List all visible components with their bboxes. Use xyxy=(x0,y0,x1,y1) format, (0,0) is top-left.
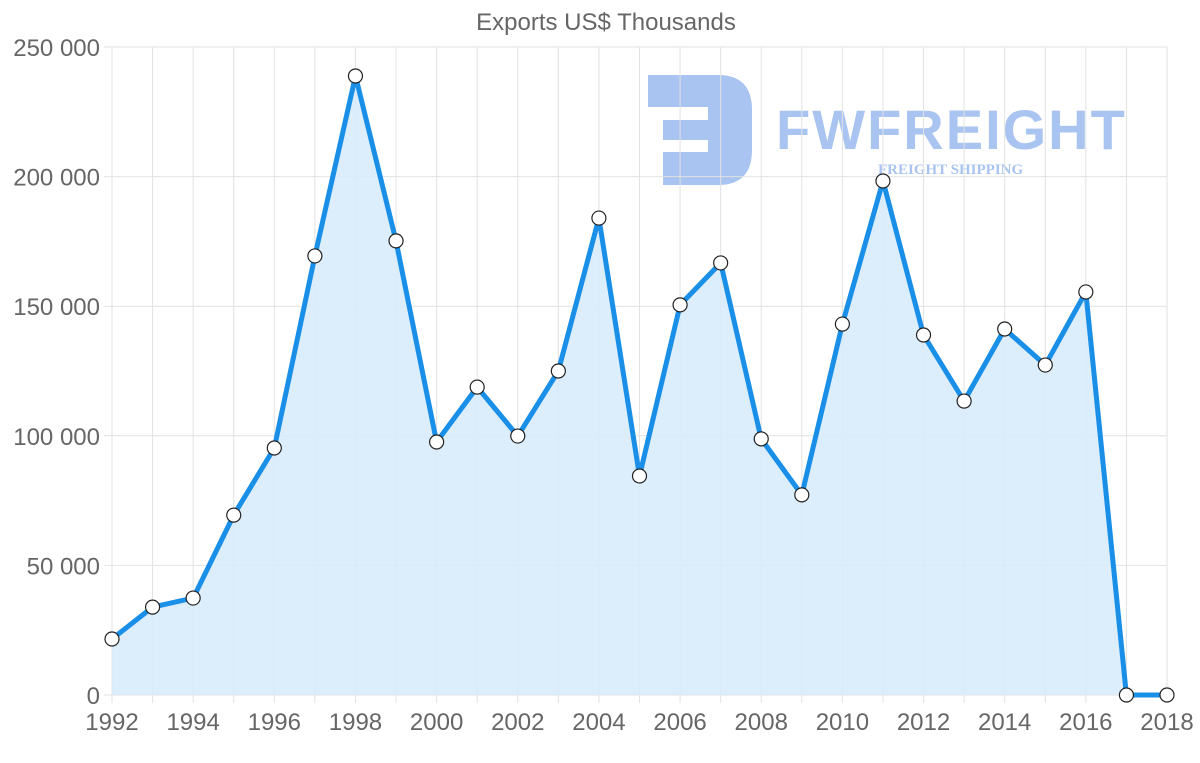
data-point-2009[interactable] xyxy=(794,487,810,503)
x-tick-label: 2010 xyxy=(816,709,869,736)
x-tick-label: 2000 xyxy=(410,709,463,736)
area-fill-path xyxy=(112,76,1167,695)
data-point-2005[interactable] xyxy=(631,468,648,484)
data-point-2007[interactable] xyxy=(713,255,729,271)
watermark-tagline: FREIGHT SHIPPING xyxy=(878,162,1023,178)
chart-title: Exports US$ Thousands xyxy=(476,9,736,36)
y-axis-ticks: 0 50 000 100 000 150 000 200 000 250 000 xyxy=(13,35,100,710)
x-tick-label: 2014 xyxy=(978,709,1031,736)
data-point-2006[interactable] xyxy=(672,297,688,313)
fwfreight-watermark: FWFREIGHT FREIGHT SHIPPING xyxy=(648,75,1127,185)
data-point-1992[interactable] xyxy=(104,631,120,647)
data-point-2003[interactable] xyxy=(550,363,566,379)
y-tick-label: 250 000 xyxy=(13,35,100,62)
x-tick-label: 2008 xyxy=(735,709,788,736)
x-axis-ticks: 1992 1994 1996 1998 2000 2002 2004 2006 2008 2010… xyxy=(85,709,1193,736)
y-tick-label: 200 000 xyxy=(13,165,100,192)
x-tick-label: 1992 xyxy=(85,709,138,736)
data-point-2010[interactable] xyxy=(834,316,850,332)
data-point-2017[interactable] xyxy=(1118,687,1135,703)
data-point-2014[interactable] xyxy=(997,321,1013,337)
y-tick-label: 100 000 xyxy=(13,424,100,451)
x-tick-label: 2006 xyxy=(653,709,706,736)
data-point-1995[interactable] xyxy=(226,507,242,523)
data-point-1999[interactable] xyxy=(388,233,404,249)
data-point-2004[interactable] xyxy=(591,210,607,226)
data-point-1996[interactable] xyxy=(266,440,282,456)
data-point-1994[interactable] xyxy=(185,590,201,606)
watermark-brand: FWFREIGHT xyxy=(776,98,1127,161)
data-point-2008[interactable] xyxy=(753,431,769,447)
data-point-2001[interactable] xyxy=(469,379,485,395)
x-tick-label: 2004 xyxy=(572,709,625,736)
y-tick-label: 50 000 xyxy=(27,553,100,580)
fwfreight-logo-icon xyxy=(648,75,752,185)
data-point-2012[interactable] xyxy=(915,327,932,343)
data-point-1993[interactable] xyxy=(144,599,161,615)
area-fill xyxy=(112,76,1167,695)
data-point-1997[interactable] xyxy=(307,248,323,264)
x-tick-label: 1994 xyxy=(166,709,219,736)
x-tick-label: 2016 xyxy=(1059,709,1112,736)
data-point-2015[interactable] xyxy=(1037,357,1053,373)
data-point-2000[interactable] xyxy=(429,434,445,450)
x-tick-label: 2002 xyxy=(491,709,544,736)
y-tick-label: 150 000 xyxy=(13,294,100,321)
x-tick-label: 2018 xyxy=(1140,709,1193,736)
data-points xyxy=(104,68,1175,703)
data-point-1998[interactable] xyxy=(347,68,364,84)
x-tick-label: 1996 xyxy=(248,709,301,736)
x-tick-label: 1998 xyxy=(329,709,382,736)
data-point-2011[interactable] xyxy=(875,173,891,189)
x-tick-label: 2012 xyxy=(897,709,950,736)
y-tick-label: 0 xyxy=(87,683,100,710)
data-point-2016[interactable] xyxy=(1078,284,1094,300)
data-point-2013[interactable] xyxy=(956,393,972,409)
data-point-2018[interactable] xyxy=(1159,687,1175,703)
data-point-2002[interactable] xyxy=(510,428,526,444)
